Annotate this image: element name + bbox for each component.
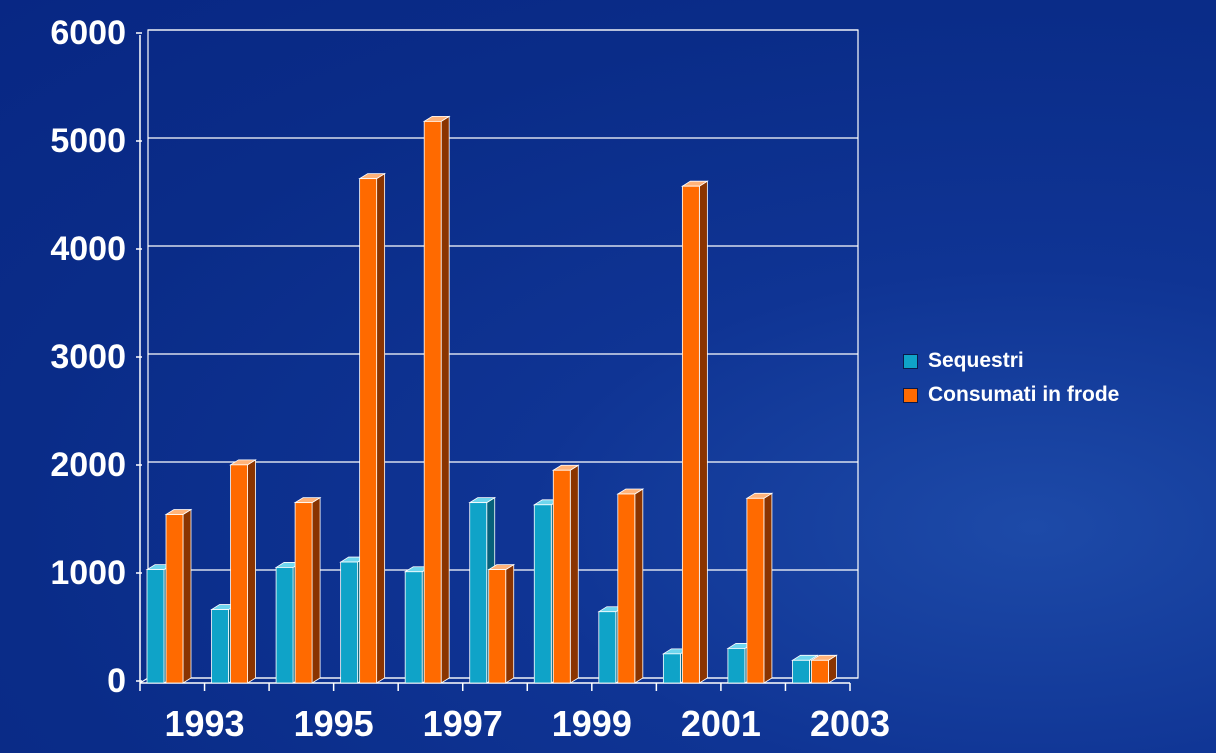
bar-consumati-1998 <box>487 563 516 684</box>
y-tick-label: 2000 <box>50 446 126 484</box>
x-tick-label: 2003 <box>810 703 890 744</box>
y-tick-label: 1000 <box>50 554 126 592</box>
legend: Sequestri Consumati in frode <box>903 344 1119 412</box>
bar-consumati-1997 <box>422 115 451 684</box>
x-tick-label: 1995 <box>294 703 374 744</box>
x-tick-label: 1997 <box>423 703 503 744</box>
bar-consumati-2002 <box>745 492 774 684</box>
bar-consumati-1993 <box>164 508 193 684</box>
tick-labels: 0 1000 2000 3000 4000 5000 6000 1993 1995 1997 199… <box>50 14 890 744</box>
bar-consumati-2003 <box>810 654 838 684</box>
bar-consumati-2000 <box>616 488 645 684</box>
legend-item-consumati: Consumati in frode <box>903 378 1119 412</box>
bar-consumati-1996 <box>358 172 387 684</box>
y-tick-label: 6000 <box>50 14 126 52</box>
bar-consumati-1999 <box>551 464 580 684</box>
bar-consumati-2001 <box>680 180 709 684</box>
legend-label-sequestri: Sequestri <box>928 349 1024 372</box>
x-tick-label: 1993 <box>164 703 244 744</box>
legend-label-consumati: Consumati in frode <box>928 383 1120 406</box>
legend-item-sequestri: Sequestri <box>903 344 1119 378</box>
bar-consumati-1995 <box>293 496 322 684</box>
legend-swatch-consumati <box>903 387 918 403</box>
bar-consumati-1994 <box>229 459 257 684</box>
legend-swatch-sequestri <box>903 353 918 369</box>
y-tick-label: 5000 <box>50 122 126 160</box>
x-tick-label: 1999 <box>552 703 632 744</box>
bars <box>145 115 838 684</box>
x-tick-label: 2001 <box>681 703 761 744</box>
y-tick-label: 0 <box>107 662 126 700</box>
y-tick-label: 3000 <box>50 338 126 376</box>
y-tick-label: 4000 <box>50 230 126 268</box>
